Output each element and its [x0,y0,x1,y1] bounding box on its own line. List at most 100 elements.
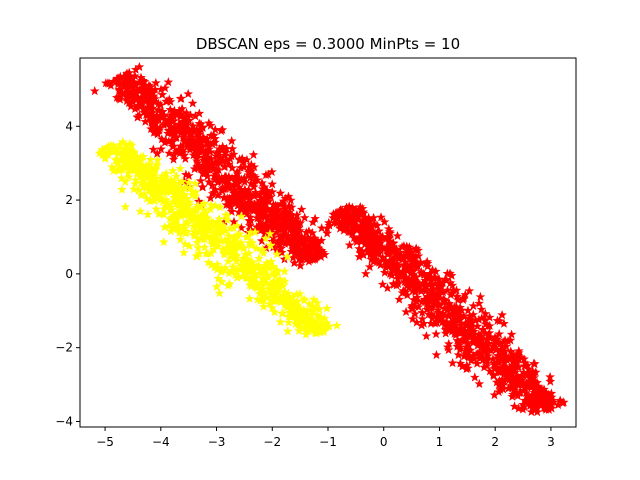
scatter-point [494,329,505,339]
scatter-point [468,300,479,311]
scatter-point [134,61,145,72]
scatter-point [101,78,111,88]
scatter-point [279,221,290,231]
scatter-point [287,239,298,249]
scatter-point [222,178,233,189]
scatter-point [142,172,153,182]
scatter-point [195,175,206,186]
scatter-point [513,345,524,356]
scatter-point [371,245,382,255]
scatter-point [205,120,216,130]
scatter-point [481,341,491,351]
scatter-point [475,291,486,302]
scatter-point [165,213,175,224]
scatter-point [286,296,297,306]
scatter-point [172,198,183,208]
scatter-point [138,180,149,190]
scatter-point [237,261,248,272]
scatter-point [194,248,204,258]
x-tick-label: 1 [436,435,444,449]
scatter-point [135,206,146,216]
scatter-point [407,256,418,267]
scatter-point [137,171,147,181]
scatter-point [203,225,214,235]
scatter-point [308,217,318,227]
scatter-point [482,354,492,364]
scatter-point [255,189,265,199]
scatter-point [209,231,220,241]
scatter-point [295,260,306,270]
scatter-point [256,219,267,229]
scatter-point [276,247,287,257]
x-tick-label: −4 [152,435,170,449]
scatter-point [164,148,175,158]
scatter-point [410,279,420,289]
scatter-point [322,228,333,238]
scatter-point [147,189,157,199]
scatter-point [474,298,484,308]
scatter-point [135,152,146,162]
scatter-point [193,219,203,229]
scatter-point [113,157,123,167]
scatter-point [282,251,292,262]
scatter-point [125,138,135,149]
scatter-point [217,141,228,151]
scatter-point [223,256,234,266]
scatter-point [275,188,286,198]
scatter-point [225,153,236,163]
scatter-point [181,107,192,117]
scatter-point [404,282,414,293]
scatter-point [114,139,125,150]
scatter-point [244,248,254,258]
scatter-point [519,401,530,412]
scatter-point [196,145,207,156]
scatter-point [220,235,230,245]
scatter-point [223,280,234,290]
scatter-point [246,215,256,225]
scatter-point [232,168,243,179]
scatter-point [442,324,452,334]
scatter-point [272,267,283,277]
scatter-point [513,362,524,372]
scatter-point [183,200,194,210]
scatter-point [310,213,320,223]
scatter-point [532,392,542,402]
scatter-point [199,205,210,215]
scatter-point [328,209,339,219]
scatter-point [447,358,458,368]
scatter-point [262,204,273,214]
y-tick-label: 2 [65,193,73,207]
scatter-point [117,89,128,99]
scatter-point [529,359,540,369]
scatter-point [202,220,212,231]
scatter-point [160,83,170,93]
scatter-point [430,266,441,276]
scatter-point [488,370,499,381]
y-tick-label: 4 [65,119,73,133]
scatter-point [265,240,276,250]
scatter-point [453,350,464,360]
scatter-point [328,212,338,223]
scatter-point [230,270,241,280]
scatter-point [284,211,295,221]
scatter-point [452,307,463,318]
scatter-point [510,367,520,377]
scatter-point [277,308,287,318]
scatter-point [180,228,191,238]
scatter-point [351,208,362,219]
scatter-point [265,228,275,239]
scatter-point [530,405,540,415]
scatter-point [313,247,324,257]
scatter-point [206,217,217,227]
scatter-point [213,273,224,283]
scatter-point [444,298,455,308]
scatter-point [291,219,302,229]
scatter-point [434,274,444,284]
scatter-point [130,175,141,185]
scatter-point [253,279,263,290]
scatter-point [152,127,162,137]
y-tick-label: −2 [55,341,73,355]
scatter-point [205,146,216,157]
scatter-point [388,264,399,274]
scatter-point [278,294,288,304]
